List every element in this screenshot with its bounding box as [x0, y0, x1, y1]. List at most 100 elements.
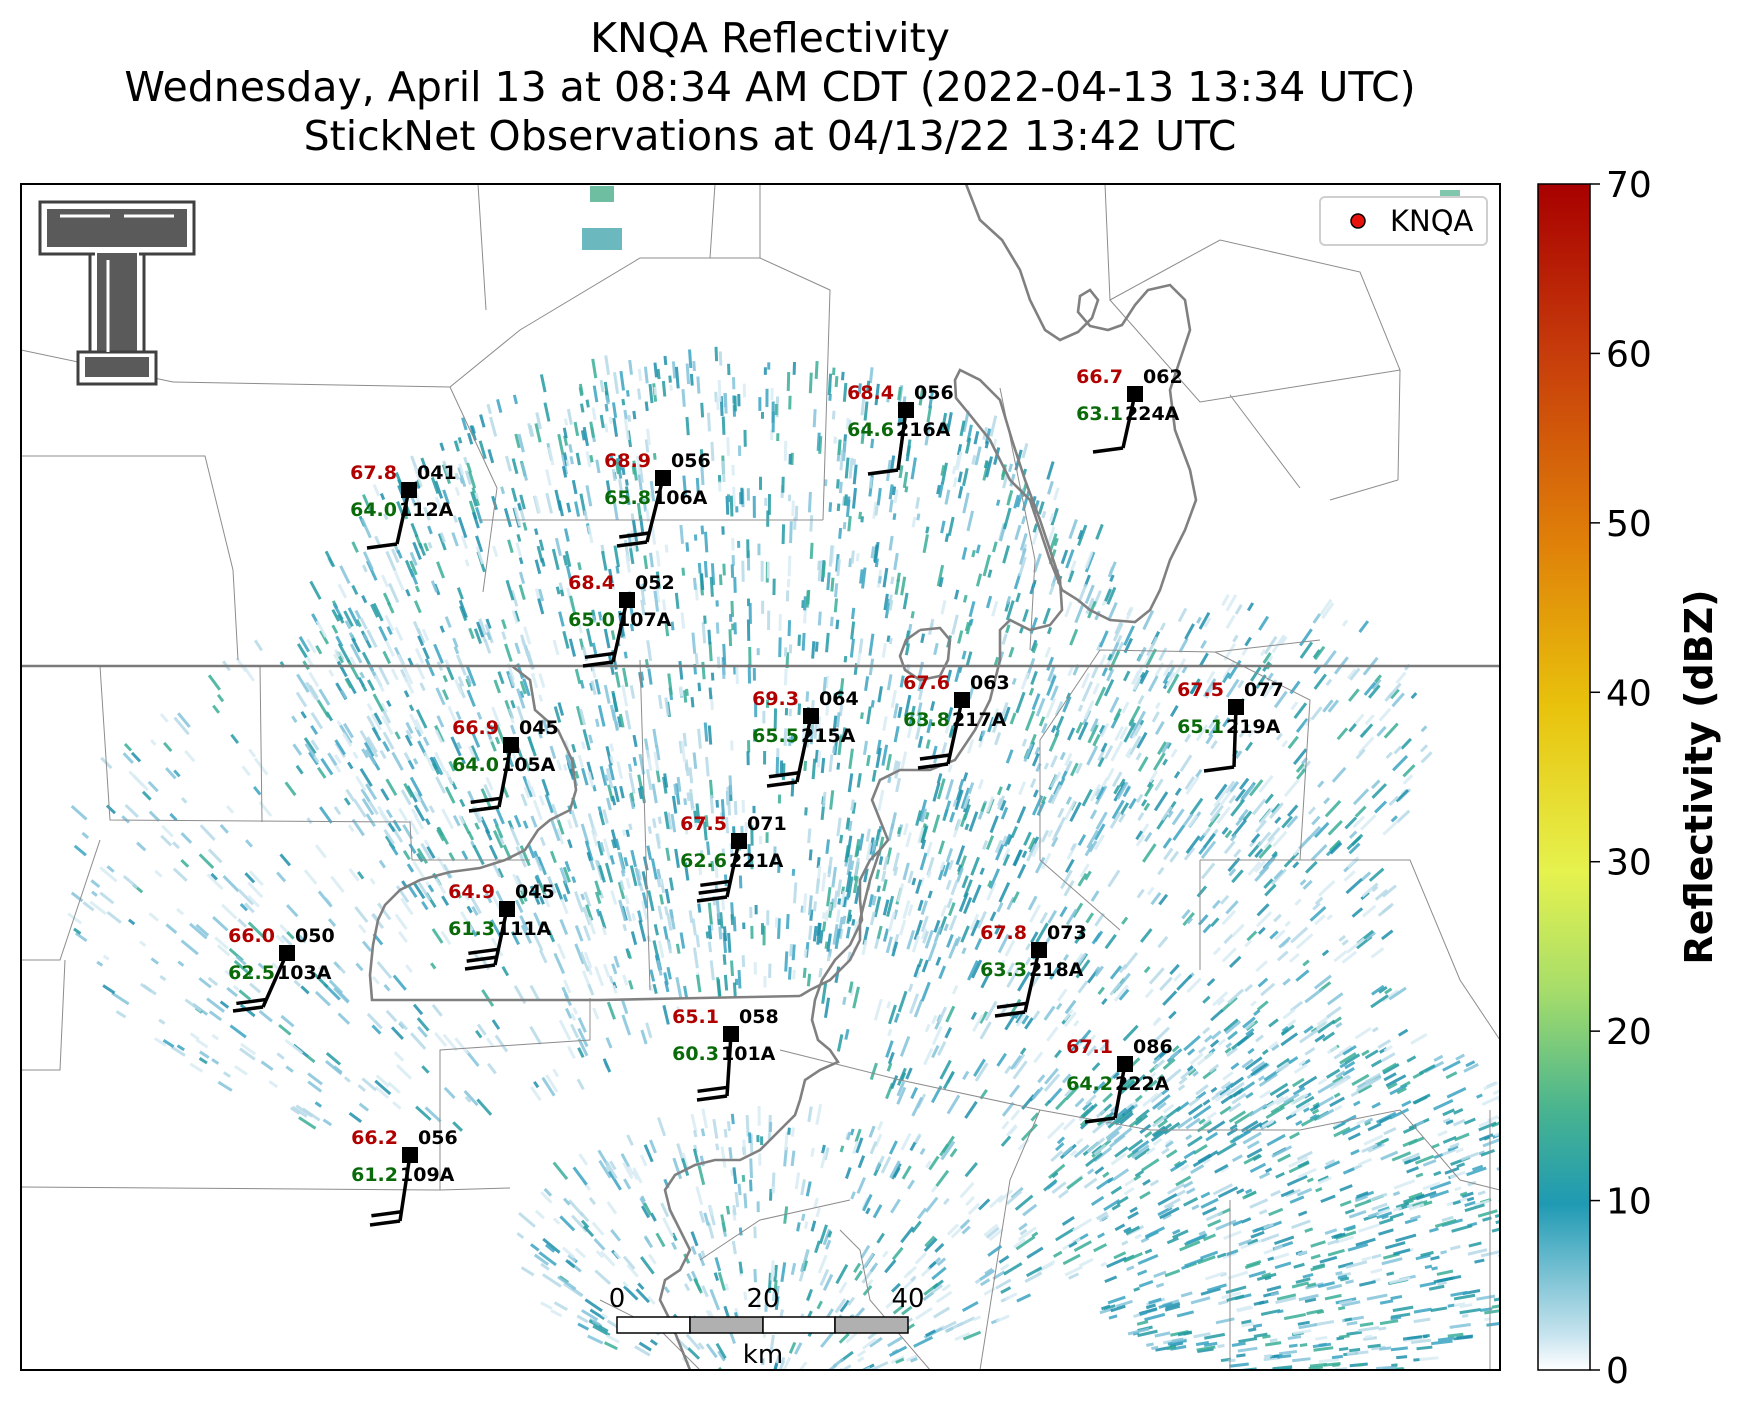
station-marker-icon [898, 402, 914, 418]
wind-barb-flag [468, 947, 499, 956]
station-224A: 66.7 062 63.1 224A [1076, 366, 1183, 454]
station-107A: 68.4 052 65.0 107A [568, 572, 675, 668]
station-pressure: 045 [515, 881, 555, 903]
wind-barb-flag [616, 540, 648, 548]
station-103A: 66.0 050 62.5 103A [228, 925, 335, 1013]
river-side-loop [898, 626, 952, 682]
wind-barb-staff [1232, 706, 1238, 768]
station-111A: 64.9 045 61.3 111A [448, 881, 555, 971]
station-dewpoint: 60.3 [672, 1043, 719, 1065]
station-temperature: 66.2 [351, 1127, 398, 1149]
station-pressure: 056 [671, 450, 711, 472]
station-marker-icon [401, 482, 417, 498]
colorbar-tick-label: 20 [1606, 1012, 1652, 1053]
station-dewpoint: 65.1 [1177, 716, 1224, 738]
wind-barb-staff [395, 489, 411, 545]
station-221A: 67.5 071 62.6 221A [680, 813, 787, 903]
station-218A: 67.8 073 63.3 218A [980, 922, 1087, 1018]
colorbar-tick-label: 40 [1606, 673, 1652, 714]
wind-barb-staff [946, 699, 964, 765]
wind-barb-flag [919, 753, 951, 761]
station-pressure: 071 [747, 813, 787, 835]
scale-unit: km [743, 1340, 783, 1370]
radar-site-marker-icon [1350, 213, 1366, 229]
wind-barb-flag [619, 531, 650, 539]
station-id: 103A [277, 962, 332, 984]
station-id: 105A [501, 754, 556, 776]
station-marker-icon [731, 833, 747, 849]
wind-barb-staff [1023, 949, 1041, 1013]
wind-barb-flag [696, 895, 728, 903]
station-marker-icon [655, 470, 671, 486]
wind-barb-staff [1113, 1063, 1127, 1119]
station-pressure: 064 [819, 688, 859, 710]
wind-barb-flag [1084, 1116, 1116, 1124]
wind-barb-flag [369, 1219, 401, 1227]
map-title: KNQA Reflectivity Wednesday, April 13 at… [0, 14, 1540, 161]
title-line-3: StickNet Observations at 04/13/22 13:42 … [303, 112, 1237, 160]
station-temperature: 64.9 [448, 881, 495, 903]
station-id: 101A [721, 1043, 776, 1065]
station-marker-icon [1117, 1056, 1133, 1072]
station-pressure: 056 [418, 1127, 458, 1149]
wind-barb-flag [917, 762, 949, 770]
station-dewpoint: 63.1 [1076, 403, 1123, 425]
wind-barb-flag [582, 660, 614, 668]
wind-barb-flag [232, 1005, 264, 1013]
station-dewpoint: 65.5 [752, 725, 799, 747]
station-dewpoint: 64.0 [452, 754, 499, 776]
station-temperature: 67.5 [680, 813, 727, 835]
colorbar: 0 10 20 30 40 50 60 70 Reflectivity (dBZ) [1537, 165, 1721, 1392]
station-marker-icon [1228, 699, 1244, 715]
station-219A: 67.5 077 65.1 219A [1177, 679, 1284, 773]
legend: KNQA [1319, 196, 1488, 246]
wind-barb-flag [1092, 446, 1124, 454]
county-river-mid [799, 849, 882, 998]
colorbar-tick-label: 0 [1606, 1351, 1629, 1392]
station-id: 107A [617, 609, 672, 631]
station-temperature: 67.5 [1177, 679, 1224, 701]
station-id: 106A [653, 487, 708, 509]
scale-tick-20: 20 [746, 1284, 779, 1314]
wind-barb-flag [1203, 765, 1235, 773]
river-line [658, 184, 1198, 1370]
station-temperature: 67.1 [1066, 1036, 1113, 1058]
station-temperature: 68.4 [568, 572, 615, 594]
station-dewpoint: 61.3 [448, 918, 495, 940]
station-106A: 68.9 056 65.8 106A [604, 450, 711, 548]
wind-barb-flag [766, 780, 798, 788]
station-pressure: 086 [1133, 1036, 1173, 1058]
station-pressure: 073 [1047, 922, 1087, 944]
station-id: 218A [1029, 959, 1084, 981]
station-id: 219A [1226, 716, 1281, 738]
station-dewpoint: 62.5 [228, 962, 275, 984]
wind-barb-flag [768, 771, 800, 779]
colorbar-tick-label: 60 [1606, 334, 1652, 375]
wind-barb-staff [1121, 393, 1137, 449]
wind-barb-staff [795, 715, 813, 783]
wind-barb-flag [696, 1094, 728, 1102]
station-marker-icon [954, 692, 970, 708]
colorbar-scale [1537, 183, 1591, 1371]
texas-tech-double-t-logo [38, 200, 196, 386]
station-dewpoint: 63.3 [980, 959, 1027, 981]
station-105A: 66.9 045 64.0 105A [452, 717, 559, 813]
station-id: 222A [1115, 1073, 1170, 1095]
wind-barb-flag [700, 879, 731, 888]
title-line-2: Wednesday, April 13 at 08:34 AM CDT (202… [124, 63, 1416, 111]
station-pressure: 058 [739, 1006, 779, 1028]
station-pressure: 077 [1244, 679, 1284, 701]
station-marker-icon [1127, 386, 1143, 402]
station-dewpoint: 64.0 [350, 499, 397, 521]
station-217A: 67.6 063 63.8 217A [903, 672, 1010, 770]
station-marker-icon [619, 592, 635, 608]
station-222A: 67.1 086 64.2 222A [1066, 1036, 1173, 1124]
map-frame [20, 183, 1501, 1371]
county-river-west [368, 664, 801, 1002]
station-marker-icon [279, 945, 295, 961]
station-pressure: 050 [295, 925, 335, 947]
station-marker-icon [503, 737, 519, 753]
station-marker-icon [723, 1026, 739, 1042]
wind-barb-flag [466, 955, 497, 963]
wind-barb-flag [464, 963, 496, 971]
